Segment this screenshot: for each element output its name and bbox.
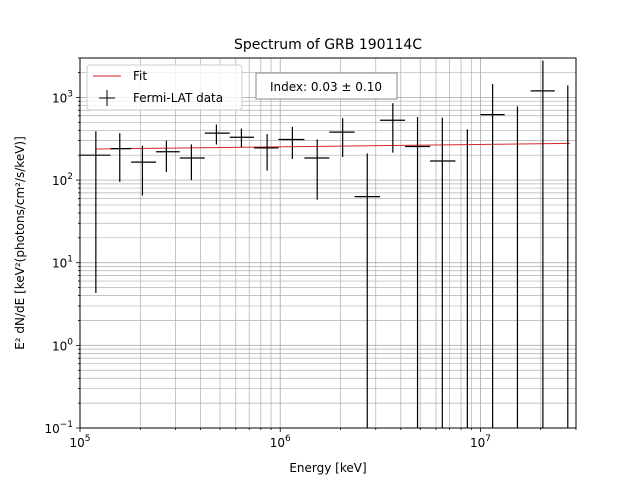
y-tick-label: 100 bbox=[52, 337, 73, 353]
legend-fit-label: Fit bbox=[133, 69, 147, 83]
y-tick-label: 10−1 bbox=[44, 420, 73, 436]
data-point bbox=[480, 84, 505, 428]
legend-data-label: Fermi-LAT data bbox=[133, 91, 223, 105]
legend: Fit Fermi-LAT data bbox=[86, 64, 243, 111]
data-point bbox=[156, 140, 180, 173]
x-tick-label: 105 bbox=[69, 434, 90, 450]
data-point bbox=[430, 117, 456, 428]
x-tick-label: 107 bbox=[470, 434, 491, 450]
axis-ticks: 105 106 107 10−1 100 101 102 103 bbox=[44, 57, 577, 450]
data-point bbox=[131, 145, 157, 196]
y-axis-label: E² dN/dE [keV²(photons/cm²/s/keV)] bbox=[13, 136, 27, 350]
x-axis-label: Energy [keV] bbox=[289, 461, 366, 475]
y-tick-label: 102 bbox=[52, 172, 73, 188]
data-point bbox=[354, 153, 381, 428]
data-point bbox=[229, 128, 255, 148]
legend-box bbox=[86, 64, 243, 111]
chart-title: Spectrum of GRB 190114C bbox=[234, 37, 422, 53]
data-point bbox=[204, 124, 230, 145]
data-point bbox=[278, 126, 305, 159]
data-point bbox=[80, 131, 111, 294]
annotation-box bbox=[255, 72, 398, 100]
data-point bbox=[329, 118, 355, 158]
x-tick-label: 106 bbox=[270, 434, 291, 450]
data-series bbox=[80, 60, 569, 428]
y-tick-label: 103 bbox=[52, 89, 73, 105]
data-point bbox=[304, 139, 330, 200]
data-point bbox=[405, 116, 431, 428]
data-point bbox=[110, 133, 132, 182]
plot-frame bbox=[79, 57, 577, 429]
index-annotation: Index: 0.03 ± 0.10 bbox=[255, 72, 398, 100]
plot-area bbox=[80, 58, 576, 428]
data-point bbox=[254, 134, 279, 171]
y-tick-label: 101 bbox=[52, 255, 73, 271]
fit-series bbox=[95, 142, 571, 150]
fit-line bbox=[95, 142, 571, 150]
data-point bbox=[380, 103, 406, 153]
data-point bbox=[179, 144, 205, 181]
annotation-text: Index: 0.03 ± 0.10 bbox=[270, 80, 382, 94]
data-point bbox=[530, 60, 555, 428]
